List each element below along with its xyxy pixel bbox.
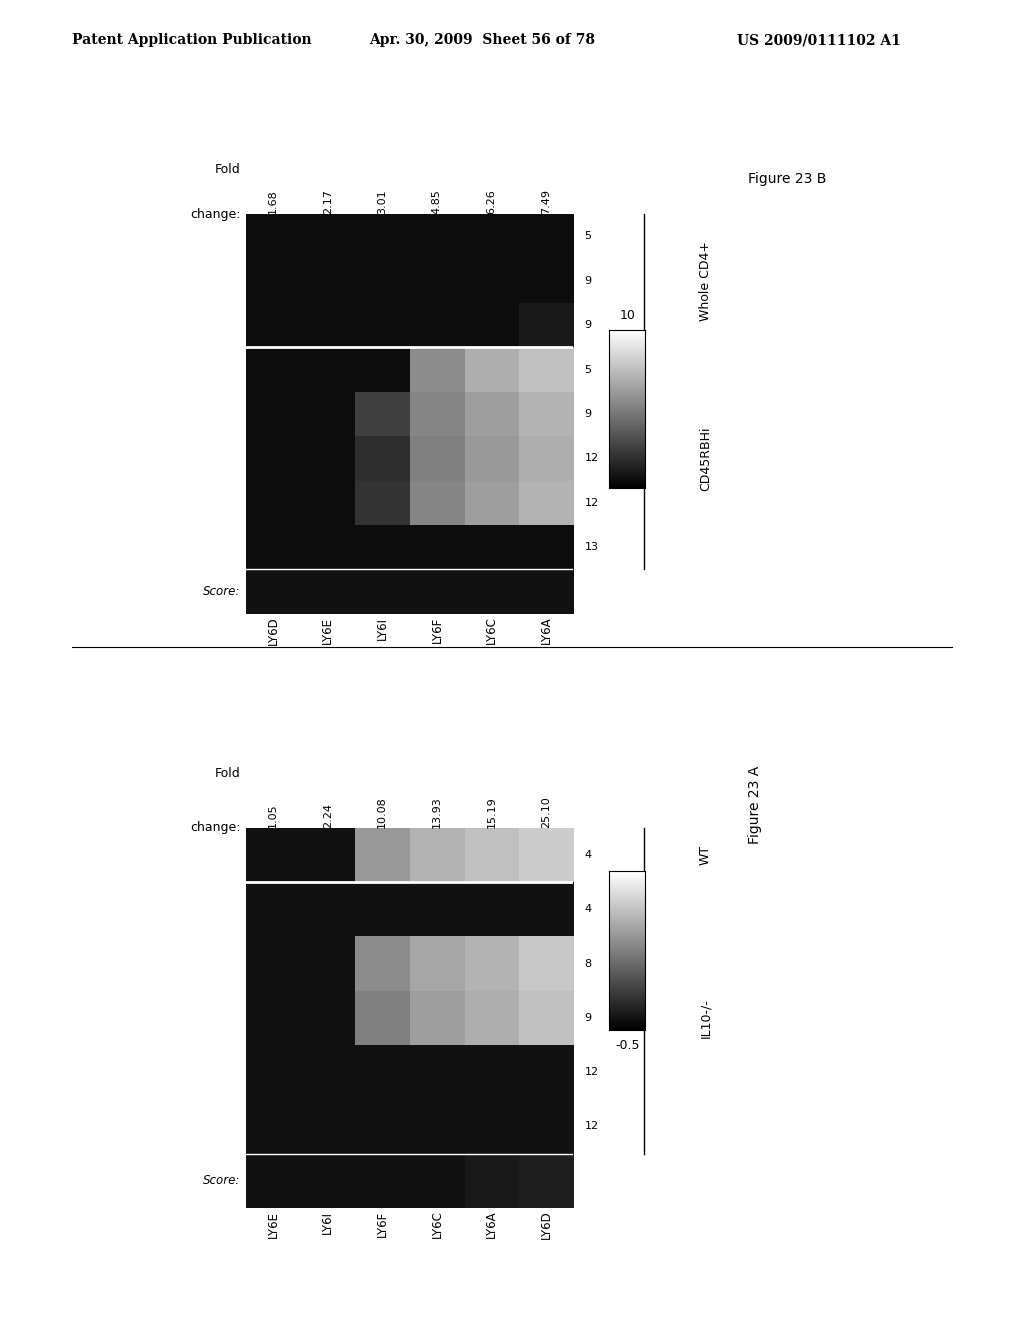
Text: 12: 12 xyxy=(585,1067,598,1077)
Text: Fold: Fold xyxy=(215,767,241,780)
Text: 5: 5 xyxy=(585,364,592,375)
Text: 2.17: 2.17 xyxy=(323,189,333,214)
Text: Score:: Score: xyxy=(203,1175,241,1187)
Text: 7.49: 7.49 xyxy=(541,189,551,214)
Text: 2.24: 2.24 xyxy=(323,803,333,828)
Text: 6.26: 6.26 xyxy=(486,190,497,214)
Text: 12: 12 xyxy=(585,453,598,463)
Text: Score:: Score: xyxy=(203,585,241,598)
Text: 4.85: 4.85 xyxy=(432,189,442,214)
Text: 12: 12 xyxy=(585,1122,598,1131)
Text: Whole CD4+: Whole CD4+ xyxy=(699,240,712,321)
Text: CD45RBHi: CD45RBHi xyxy=(699,426,712,491)
Text: change:: change: xyxy=(189,821,241,834)
Text: change:: change: xyxy=(189,207,241,220)
Text: 3.01: 3.01 xyxy=(377,190,387,214)
Text: Fold: Fold xyxy=(215,164,241,177)
Text: 13.93: 13.93 xyxy=(432,796,442,828)
Text: 15.19: 15.19 xyxy=(486,796,497,828)
Text: 9: 9 xyxy=(585,321,592,330)
Text: US 2009/0111102 A1: US 2009/0111102 A1 xyxy=(737,33,901,48)
Text: 5: 5 xyxy=(585,231,592,242)
Text: Patent Application Publication: Patent Application Publication xyxy=(72,33,311,48)
Text: 10.08: 10.08 xyxy=(377,796,387,828)
Text: 4: 4 xyxy=(585,850,592,861)
Text: 13: 13 xyxy=(585,543,598,552)
Text: Figure 23 B: Figure 23 B xyxy=(748,172,826,186)
Text: -0.5: -0.5 xyxy=(615,1039,639,1052)
Text: 1.05: 1.05 xyxy=(268,804,279,828)
Text: 12: 12 xyxy=(585,498,598,508)
Text: Apr. 30, 2009  Sheet 56 of 78: Apr. 30, 2009 Sheet 56 of 78 xyxy=(369,33,595,48)
Text: WT: WT xyxy=(699,845,712,865)
Text: IL10-/-: IL10-/- xyxy=(699,998,712,1038)
Text: 1.68: 1.68 xyxy=(268,190,279,214)
Text: Figure 23 A: Figure 23 A xyxy=(748,766,762,843)
Text: 25.10: 25.10 xyxy=(541,796,551,828)
Text: 10: 10 xyxy=(620,309,635,322)
Text: 8: 8 xyxy=(585,958,592,969)
Text: 9: 9 xyxy=(585,1012,592,1023)
Text: 9: 9 xyxy=(585,276,592,286)
Text: 9: 9 xyxy=(585,409,592,418)
Text: 4: 4 xyxy=(585,904,592,915)
